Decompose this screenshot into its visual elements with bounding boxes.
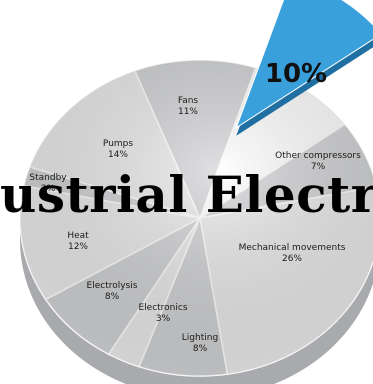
slice-label-heat: Heat 12% <box>67 231 89 252</box>
slice-label-lighting: Lighting 8% <box>182 333 218 354</box>
slice-label-other-compressors: Other compressors 7% <box>275 151 361 172</box>
highlight-slice-label: 10% <box>265 59 327 89</box>
highlight-slice <box>235 0 373 129</box>
slice-label-pumps: Pumps 14% <box>103 139 133 160</box>
slice-label-electronics: Electronics 3% <box>138 303 187 324</box>
slice-labels: Other compressors 7% Mechanical movements 2… <box>29 96 361 354</box>
slice-label-electrolysis: Electrolysis 8% <box>87 281 138 302</box>
overlay-title-text: ustrial Electr <box>0 170 373 220</box>
highlight-slice-group: 10% <box>235 0 373 136</box>
slice-label-fans: Fans 11% <box>178 96 199 117</box>
slice-label-standby: Standby 2% <box>29 173 67 194</box>
slice-label-mechanical-movements: Mechanical movements 26% <box>239 243 346 264</box>
